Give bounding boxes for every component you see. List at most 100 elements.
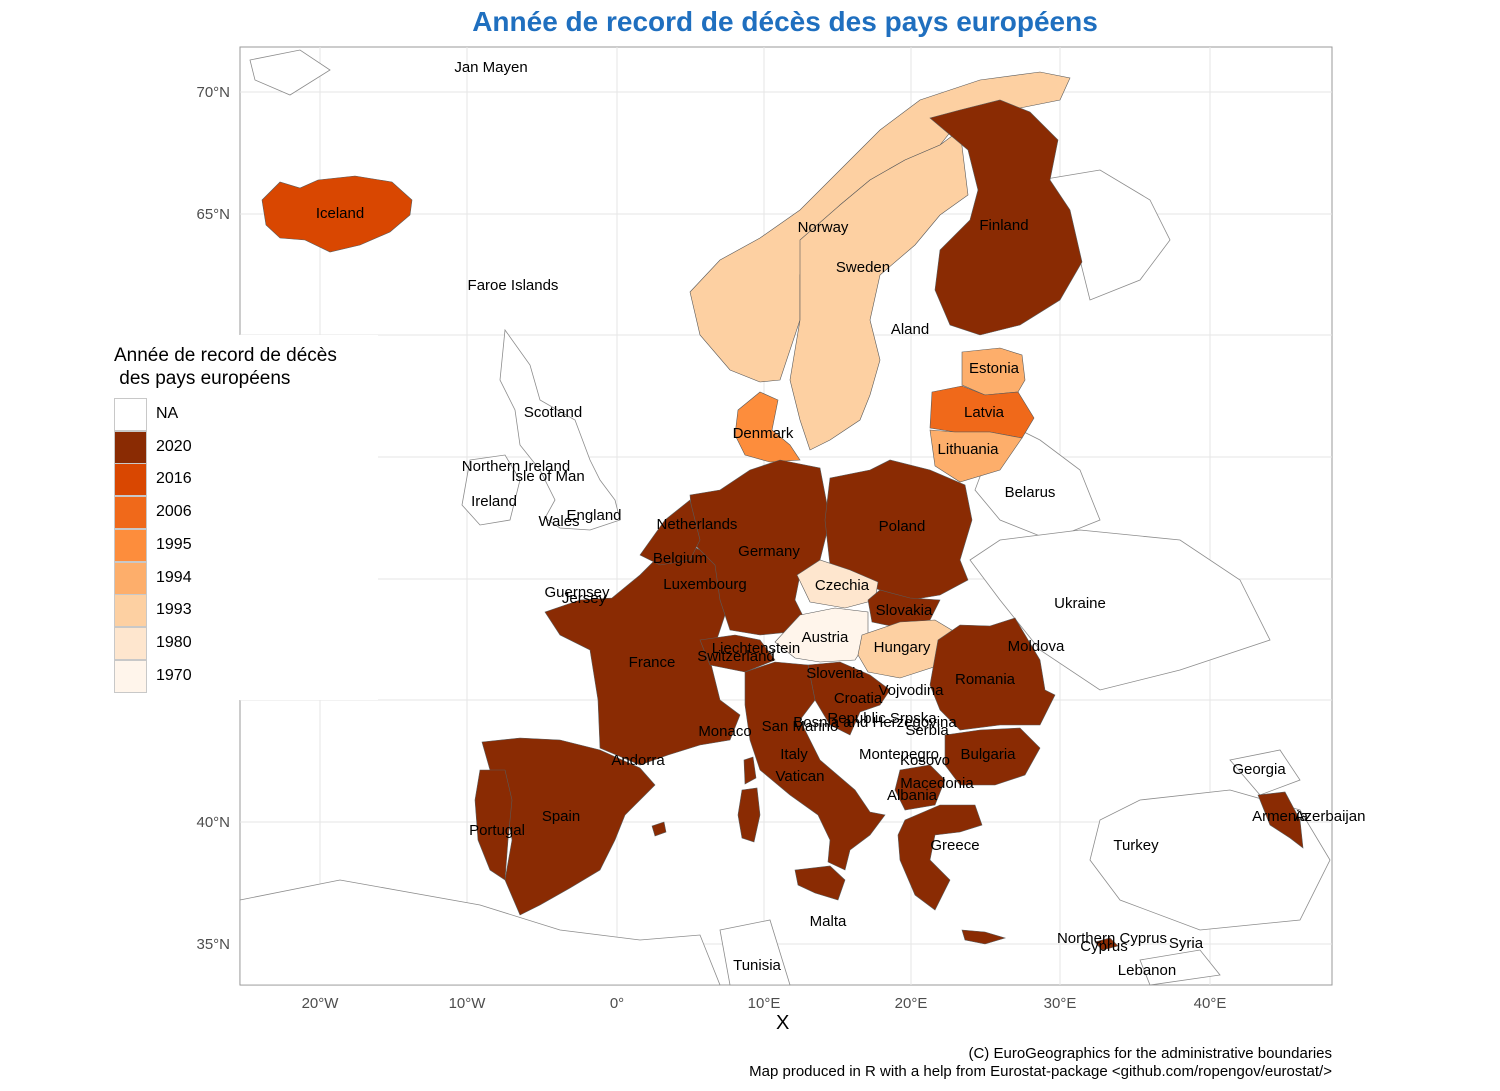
label-aland: Aland bbox=[891, 321, 929, 338]
country-balkans-2020[interactable] bbox=[894, 764, 946, 811]
country-switzerland[interactable] bbox=[699, 634, 776, 673]
country-bulgaria[interactable] bbox=[944, 727, 1041, 786]
lon-label-40e: 40°E bbox=[1194, 995, 1227, 1012]
label-faroe-islands: Faroe Islands bbox=[468, 277, 559, 294]
legend-label: 2020 bbox=[156, 437, 192, 455]
label-vojvodina: Vojvodina bbox=[878, 682, 944, 699]
country-slovenia-croatia[interactable] bbox=[807, 661, 891, 736]
label-luxembourg: Luxembourg bbox=[663, 576, 746, 593]
country-cyprus[interactable] bbox=[1094, 937, 1119, 951]
country-slovakia[interactable] bbox=[867, 589, 941, 629]
label-norway: Norway bbox=[798, 219, 849, 236]
country-czechia[interactable] bbox=[796, 559, 879, 609]
lon-label-10e: 10°E bbox=[748, 995, 781, 1012]
country-spain[interactable] bbox=[481, 737, 656, 916]
lat-label-65: 65°N bbox=[196, 206, 230, 223]
country-armenia[interactable] bbox=[1257, 791, 1304, 849]
country-iceland[interactable] bbox=[261, 175, 413, 253]
label-malta: Malta bbox=[810, 913, 847, 930]
legend-item: 1970 bbox=[114, 659, 354, 693]
label-georgia: Georgia bbox=[1232, 761, 1286, 778]
label-finland: Finland bbox=[979, 217, 1028, 234]
country-denmark[interactable] bbox=[734, 391, 801, 463]
legend-item: 2006 bbox=[114, 496, 354, 530]
lon-label-10w: 10°W bbox=[449, 995, 487, 1012]
legend-item: 2020 bbox=[114, 430, 354, 464]
country-latvia[interactable] bbox=[929, 385, 1035, 439]
country-lithuania[interactable] bbox=[929, 429, 1023, 483]
country-estonia[interactable] bbox=[961, 347, 1026, 396]
country-sicily[interactable] bbox=[794, 865, 846, 901]
label-croatia: Croatia bbox=[834, 690, 883, 707]
label-lebanon: Lebanon bbox=[1118, 962, 1176, 979]
legend-label: 2016 bbox=[156, 470, 192, 488]
label-portugal: Portugal bbox=[469, 822, 525, 839]
country-sardinia[interactable] bbox=[737, 787, 761, 843]
label-italy: Italy bbox=[780, 746, 808, 763]
label-liechtenstein: Liechtenstein bbox=[712, 640, 800, 657]
label-isle-of-man: Isle of Man bbox=[511, 468, 584, 485]
legend-swatch bbox=[114, 659, 147, 693]
country-benelux[interactable] bbox=[639, 499, 701, 566]
label-england: England bbox=[566, 507, 621, 524]
lon-label-30e: 30°E bbox=[1044, 995, 1077, 1012]
label-macedonia: Macedonia bbox=[900, 775, 974, 792]
label-andorra: Andorra bbox=[611, 752, 665, 769]
label-latvia: Latvia bbox=[964, 404, 1005, 421]
country-italy[interactable] bbox=[744, 661, 886, 871]
legend-swatch bbox=[114, 528, 147, 562]
country-finland[interactable] bbox=[929, 99, 1083, 336]
label-greece: Greece bbox=[930, 837, 979, 854]
legend-swatch bbox=[114, 398, 147, 431]
lat-label-40: 40°N bbox=[196, 814, 230, 831]
legend-swatch bbox=[114, 594, 147, 628]
label-ireland: Ireland bbox=[471, 493, 517, 510]
label-northern-cyprus: Northern Cyprus bbox=[1057, 930, 1167, 947]
label-poland: Poland bbox=[879, 518, 926, 535]
label-belarus: Belarus bbox=[1005, 484, 1056, 501]
legend-item: 1994 bbox=[114, 561, 354, 595]
country-balearic[interactable] bbox=[651, 821, 667, 837]
country-sweden[interactable] bbox=[789, 129, 969, 451]
label-san-marino: San Marino bbox=[762, 718, 839, 735]
label-jersey: Jersey bbox=[562, 590, 607, 607]
legend-item: 1995 bbox=[114, 528, 354, 562]
legend-item: 2016 bbox=[114, 463, 354, 497]
label-bulgaria: Bulgaria bbox=[960, 746, 1016, 763]
label-czechia: Czechia bbox=[815, 577, 870, 594]
label-denmark: Denmark bbox=[733, 425, 794, 442]
label-montenegro: Montenegro bbox=[859, 746, 939, 763]
country-greece[interactable] bbox=[897, 804, 983, 911]
label-ukraine: Ukraine bbox=[1054, 595, 1106, 612]
legend-label: NA bbox=[156, 405, 179, 422]
country-germany[interactable] bbox=[689, 459, 831, 636]
label-iceland: Iceland bbox=[316, 205, 364, 222]
country-france[interactable] bbox=[544, 544, 741, 766]
legend-item: NA bbox=[114, 398, 354, 431]
label-switzerland: Switzerland bbox=[697, 648, 775, 665]
label-scotland: Scotland bbox=[524, 404, 582, 421]
label-albania: Albania bbox=[887, 787, 938, 804]
legend-label: 1980 bbox=[156, 633, 192, 651]
legend-swatch bbox=[114, 626, 147, 660]
label-slovakia: Slovakia bbox=[876, 602, 933, 619]
credit-line-1: (C) EuroGeographics for the administrati… bbox=[968, 1045, 1332, 1062]
label-hungary: Hungary bbox=[874, 639, 931, 656]
label-belgium: Belgium bbox=[653, 550, 707, 567]
country-corsica[interactable] bbox=[743, 756, 757, 785]
country-portugal[interactable] bbox=[474, 769, 513, 881]
country-romania[interactable] bbox=[929, 617, 1056, 731]
label-spain: Spain bbox=[542, 808, 580, 825]
label-bosnia-and-herzegovina: Bosnia and Herzegovina bbox=[793, 714, 957, 731]
axis-labels: 70°N 65°N 40°N 35°N 20°W 10°W 0° 10°E 20… bbox=[196, 84, 1226, 1012]
country-crete[interactable] bbox=[961, 929, 1007, 945]
lon-label-0: 0° bbox=[610, 995, 624, 1012]
lat-label-70: 70°N bbox=[196, 84, 230, 101]
label-turkey: Turkey bbox=[1113, 837, 1159, 854]
label-syria: Syria bbox=[1169, 935, 1204, 952]
label-estonia: Estonia bbox=[969, 360, 1020, 377]
legend-label: 1995 bbox=[156, 535, 192, 553]
label-jan-mayen: Jan Mayen bbox=[454, 59, 527, 76]
legend-item: 1993 bbox=[114, 594, 354, 628]
